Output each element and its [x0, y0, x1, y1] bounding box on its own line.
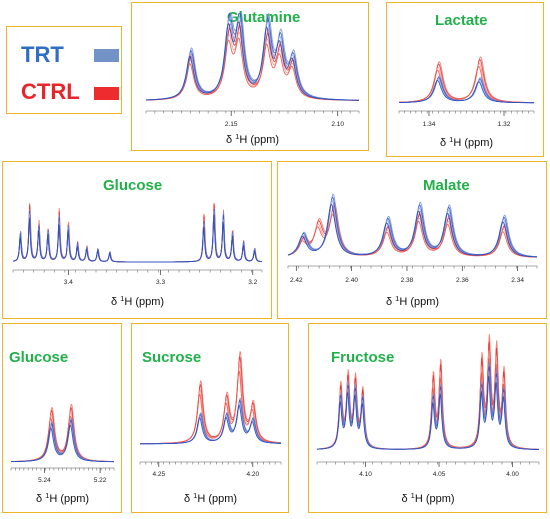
lactate-tick-label: 1.32: [498, 121, 511, 128]
glucose_large-tick-label: 3.2: [248, 279, 257, 286]
glucose_large-trt-trace: [12, 208, 263, 263]
legend-svg: TRT CTRL: [21, 42, 119, 104]
glucose_large-svg: Glucose 3.4 3.3 3.2 δ 1H (ppm): [12, 177, 263, 308]
legend-swatch-ctrl: [94, 87, 119, 100]
fructose-title: Fructose: [331, 349, 394, 366]
malate-title: Malate: [423, 177, 470, 194]
fructose-trt-trace: [316, 375, 539, 450]
glucose_small-trt-trace: [11, 419, 114, 463]
glutamine-svg: Glutamine 2.15 2.10 δ 1H (ppm): [145, 9, 360, 146]
glutamine-tick-label: 2.10: [331, 121, 344, 128]
glutamine-ctrl-trace: [146, 20, 359, 101]
lactate-panel: Lactate 1.34 1.32 δ 1H (ppm): [386, 2, 544, 157]
glucose_small-trt-trace: [11, 417, 114, 463]
malate-tick-label: 2.40: [345, 277, 358, 284]
glucose-large-panel: Glucose 3.4 3.3 3.2 δ 1H (ppm): [2, 161, 272, 319]
glucose-small-panel: Glucose 5.24 5.22 δ 1H (ppm): [2, 323, 122, 513]
glucose_large-title: Glucose: [103, 177, 162, 194]
legend-label-ctrl: CTRL: [21, 79, 80, 104]
malate-trt-trace: [287, 193, 538, 258]
lactate-tick-label: 1.34: [423, 121, 436, 128]
glutamine-title: Glutamine: [227, 9, 300, 26]
malate-tick-label: 2.36: [456, 277, 469, 284]
legend-label-trt: TRT: [21, 42, 64, 67]
legend-box: TRT CTRL: [6, 26, 122, 114]
glucose_small-tick-label: 5.24: [38, 477, 51, 484]
fructose-panel: Fructose 4.10 4.05 4.00 δ 1H (ppm): [308, 323, 547, 513]
malate-svg: Malate 2.42 2.40 2.38 2.36 2.34 δ 1H (ppm): [287, 177, 538, 308]
malate-tick-label: 2.42: [290, 277, 303, 284]
fructose-svg: Fructose 4.10 4.05 4.00 δ 1H (ppm): [316, 333, 540, 505]
malate-tick-label: 2.34: [511, 277, 524, 284]
glutamine-x-label: δ 1H (ppm): [226, 132, 279, 146]
glucose_large-tick-label: 3.4: [64, 279, 73, 286]
glucose_small-title: Glucose: [9, 349, 68, 366]
lactate-trt-trace: [399, 77, 534, 104]
sucrose-tick-label: 4.25: [152, 471, 165, 478]
glucose_small-x-label: δ 1H (ppm): [36, 491, 89, 505]
sucrose-ctrl-trace: [140, 356, 281, 445]
malate-trt-trace: [287, 203, 538, 258]
lactate-x-label: δ 1H (ppm): [440, 135, 493, 149]
fructose-tick-label: 4.10: [359, 471, 372, 478]
sucrose-svg: Sucrose 4.25 4.20 δ 1H (ppm): [139, 349, 282, 505]
lactate-title: Lactate: [435, 12, 488, 29]
glutamine-ctrl-trace: [146, 31, 359, 101]
lactate-trt-trace: [399, 80, 534, 104]
glutamine-tick-label: 2.15: [225, 121, 238, 128]
legend-swatch-trt: [94, 49, 119, 62]
glucose_small-ctrl-trace: [11, 416, 114, 463]
glucose_large-trt-trace: [12, 214, 263, 263]
glutamine-trt-trace: [145, 21, 359, 101]
lactate-ctrl-trace: [399, 56, 534, 103]
sucrose-tick-label: 4.20: [246, 471, 259, 478]
fructose-tick-label: 4.00: [506, 471, 519, 478]
lactate-trt-trace: [399, 75, 534, 104]
fructose-x-label: δ 1H (ppm): [401, 491, 454, 505]
glutamine-ctrl-trace: [146, 25, 359, 101]
glutamine-panel: Glutamine 2.15 2.10 δ 1H (ppm): [131, 2, 369, 151]
malate-ctrl-trace: [287, 202, 537, 258]
glutamine-trt-trace: [146, 15, 359, 101]
lactate-ctrl-trace: [399, 59, 535, 104]
glucose_small-tick-label: 5.22: [94, 477, 107, 484]
lactate-svg: Lactate 1.34 1.32 δ 1H (ppm): [398, 12, 535, 149]
malate-x-label: δ 1H (ppm): [386, 294, 439, 308]
glucose_large-tick-label: 3.3: [156, 279, 165, 286]
sucrose-title: Sucrose: [142, 349, 201, 366]
sucrose-panel: Sucrose 4.25 4.20 δ 1H (ppm): [131, 323, 289, 513]
fructose-tick-label: 4.05: [433, 471, 446, 478]
glucose_small-svg: Glucose 5.24 5.22 δ 1H (ppm): [9, 349, 115, 505]
malate-tick-label: 2.38: [401, 277, 414, 284]
malate-trt-trace: [287, 199, 538, 258]
lactate-ctrl-trace: [398, 65, 534, 104]
glucose_small-trt-trace: [11, 421, 114, 463]
glucose_small-trt-trace: [11, 424, 114, 463]
sucrose-x-label: δ 1H (ppm): [184, 491, 237, 505]
malate-trt-trace: [287, 196, 538, 258]
sucrose-ctrl-trace: [140, 363, 281, 445]
fructose-trt-trace: [317, 361, 539, 450]
glucose_large-x-label: δ 1H (ppm): [111, 294, 164, 308]
glutamine-ctrl-trace: [145, 37, 359, 101]
sucrose-trt-trace: [140, 404, 281, 445]
malate-ctrl-trace: [287, 213, 537, 258]
malate-panel: Malate 2.42 2.40 2.38 2.36 2.34 δ 1H (ppm): [277, 161, 547, 319]
